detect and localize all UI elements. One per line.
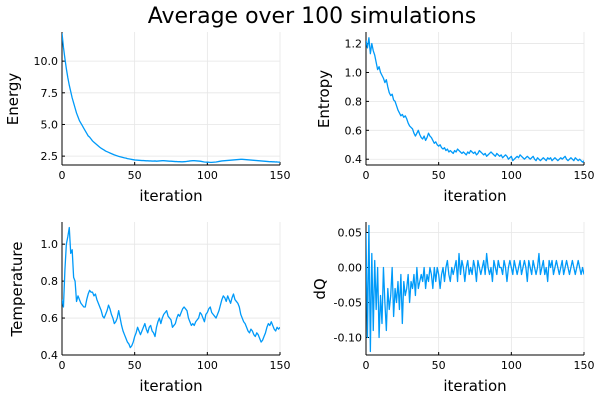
entropy-y-tick-label-1: 0.6 [345, 124, 363, 137]
dq-x-tick-label-1: 50 [432, 359, 446, 372]
dq-y-tick-label-2: 0.00 [338, 262, 363, 275]
entropy-x-tick-label-0: 0 [363, 169, 370, 182]
dq-x-axis-label: iteration [443, 377, 506, 395]
energy-subplot: 0 50 100 150 2.5 5.0 7.5 10.0 iteration Energy [4, 32, 291, 205]
temperature-x-tick-label-3: 150 [270, 359, 291, 372]
entropy-x-axis-label: iteration [443, 187, 506, 205]
entropy-y-tick-label-2: 0.8 [345, 95, 363, 108]
temperature-x-tick-label-1: 50 [128, 359, 142, 372]
temperature-subplot: 0 50 100 150 0.4 0.6 0.8 1.0 iteration Temperatur… [8, 222, 291, 395]
entropy-y-axis-label: Entropy [315, 70, 333, 128]
dq-x-tick-label-3: 150 [574, 359, 595, 372]
dq-y-tick-label-3: 0.05 [338, 227, 363, 240]
energy-x-tick-label-3: 150 [270, 169, 291, 182]
entropy-x-tick-label-3: 150 [574, 169, 595, 182]
entropy-y-tick-label-4: 1.2 [345, 38, 363, 51]
temperature-x-tick-label-0: 0 [59, 359, 66, 372]
temperature-y-tick-label-2: 0.8 [41, 275, 59, 288]
dq-series-line-0 [366, 224, 584, 353]
figure-title: Average over 100 simulations [148, 4, 477, 29]
energy-x-tick-label-1: 50 [128, 169, 142, 182]
energy-x-tick-label-0: 0 [59, 169, 66, 182]
entropy-x-tick-label-1: 50 [432, 169, 446, 182]
energy-x-axis-label: iteration [139, 187, 202, 205]
temperature-y-tick-label-0: 0.4 [41, 349, 59, 362]
temperature-y-axis-label: Temperature [8, 241, 26, 337]
temperature-y-tick-label-1: 0.6 [41, 312, 59, 325]
entropy-x-tick-label-2: 100 [501, 169, 522, 182]
energy-series-line-0 [62, 33, 280, 163]
temperature-x-axis-label: iteration [139, 377, 202, 395]
entropy-series-line-0 [366, 37, 584, 163]
energy-y-tick-label-1: 5.0 [41, 118, 59, 131]
entropy-y-tick-label-0: 0.4 [345, 153, 363, 166]
dq-subplot: 0 50 100 150 -0.10 -0.05 0.00 0.05 iteration dQ [311, 222, 595, 395]
energy-x-tick-label-2: 100 [197, 169, 218, 182]
energy-y-axis-label: Energy [4, 73, 22, 126]
entropy-y-tick-label-3: 1.0 [345, 66, 363, 79]
dq-x-tick-label-2: 100 [501, 359, 522, 372]
dq-y-axis-label: dQ [311, 278, 329, 299]
temperature-x-tick-label-2: 100 [197, 359, 218, 372]
temperature-y-tick-label-3: 1.0 [41, 238, 59, 251]
temperature-series-line-0 [62, 226, 280, 349]
dq-y-tick-label-0: -0.10 [334, 332, 362, 345]
entropy-subplot: 0 50 100 150 0.4 0.6 0.8 1.0 1.2 iteration Entropy [315, 32, 595, 205]
subplot-grid: 0 50 100 150 2.5 5.0 7.5 10.0 iteration Energy 0 50… [4, 32, 595, 395]
energy-y-tick-label-3: 10.0 [34, 55, 59, 68]
energy-y-tick-label-0: 2.5 [41, 150, 59, 163]
dq-y-tick-label-1: -0.05 [334, 297, 362, 310]
energy-y-tick-label-2: 7.5 [41, 87, 59, 100]
dq-x-tick-label-0: 0 [363, 359, 370, 372]
